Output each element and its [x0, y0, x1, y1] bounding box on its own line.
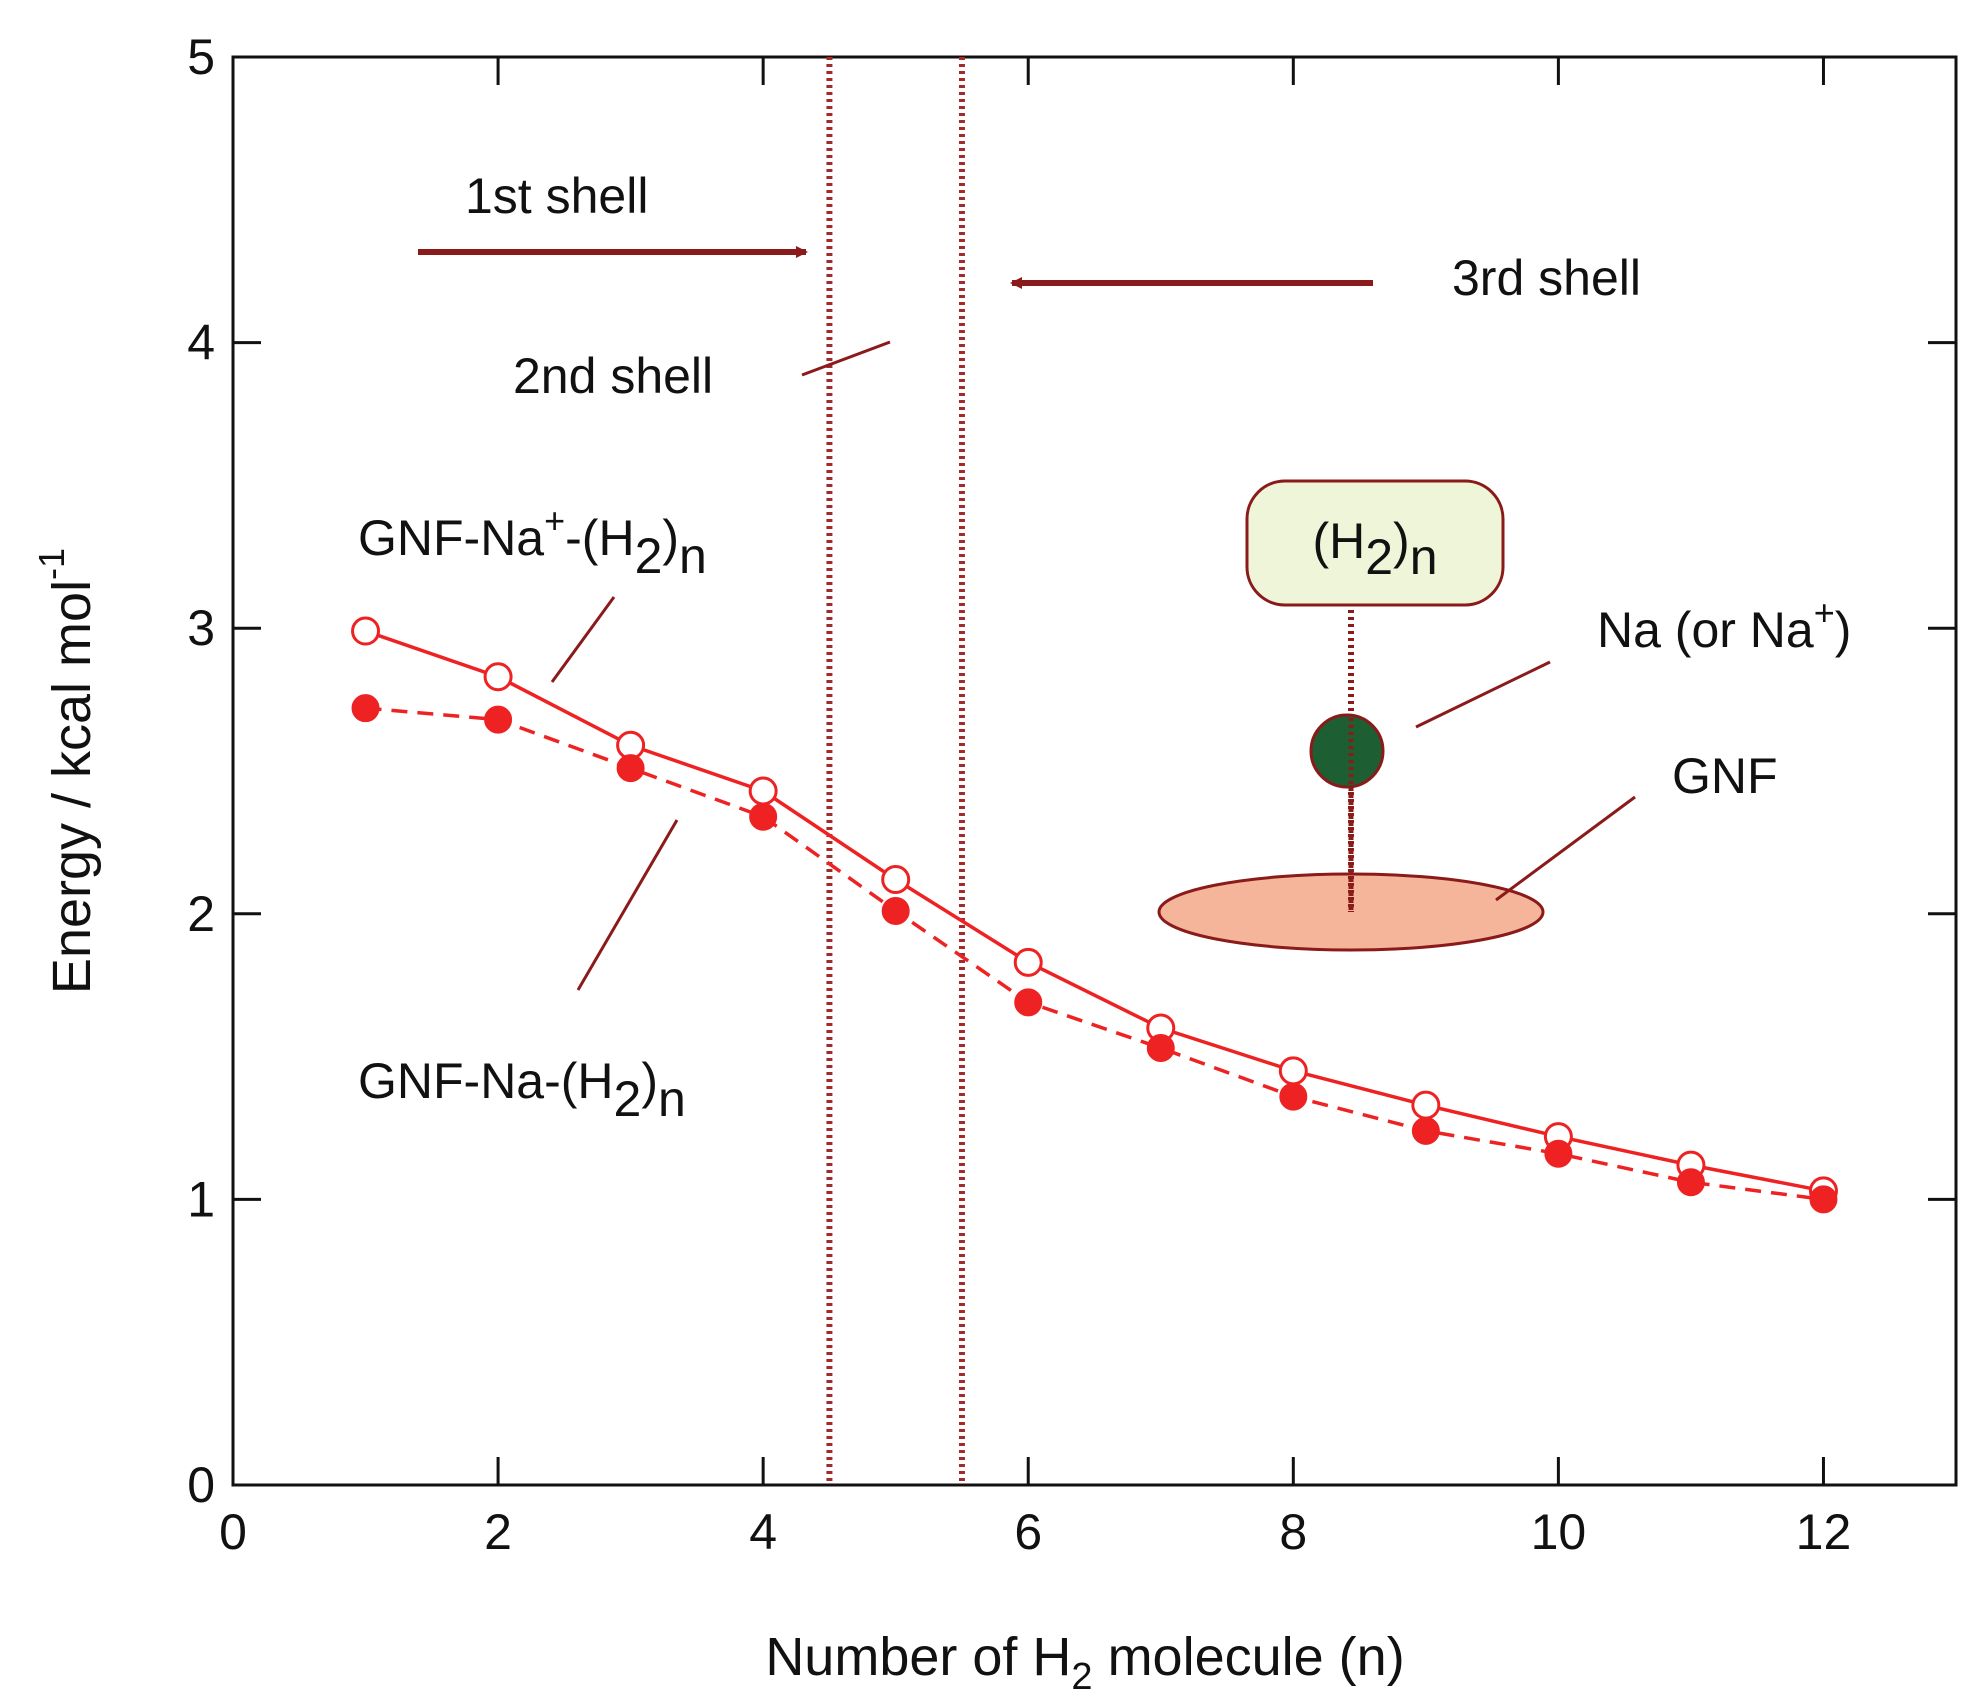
series-line-cation — [364, 629, 1824, 1193]
gnf-label: GNF — [1672, 748, 1778, 804]
second-shell-label: 2nd shell — [513, 348, 713, 404]
plot-frame — [231, 55, 1958, 1487]
y-tick-label: 3 — [187, 600, 215, 656]
y-tick-label: 5 — [187, 29, 215, 85]
series-line-neutral — [365, 706, 1824, 1202]
x-tick-label: 8 — [1279, 1504, 1307, 1560]
data-point-neutral — [749, 802, 778, 831]
data-point-neutral — [351, 694, 380, 723]
y-tick-label: 0 — [187, 1457, 215, 1513]
y-axis-title-sup: -1 — [31, 548, 72, 580]
data-point-cation — [748, 776, 778, 806]
x-tick-label: 4 — [749, 1504, 777, 1560]
h2-cluster-box — [1245, 479, 1505, 607]
x-axis-title: Number of H2 molecule (n) — [765, 1627, 1404, 1698]
data-point-neutral — [881, 896, 910, 925]
second-shell-leader — [801, 340, 891, 377]
data-point-neutral — [1279, 1082, 1308, 1111]
data-point-neutral — [1014, 988, 1043, 1017]
data-point-cation — [881, 865, 911, 895]
x-tick-label: 12 — [1796, 1504, 1852, 1560]
x-axis-title-main: Number of H — [765, 1627, 1071, 1687]
data-point-cation — [483, 662, 513, 692]
neutral-leader — [576, 819, 679, 991]
cation-leader — [550, 596, 616, 683]
data-point-neutral — [1544, 1139, 1573, 1168]
y-axis-title-main: Energy / kcal mol — [42, 580, 102, 994]
x-tick-label: 0 — [219, 1504, 247, 1560]
x-axis-ticks: 0 2 4 6 8 10 12 — [219, 57, 1851, 1560]
x-tick-label: 2 — [484, 1504, 512, 1560]
data-point-cation — [1013, 947, 1043, 977]
data-point-cation — [1411, 1090, 1441, 1120]
x-tick-label: 10 — [1531, 1504, 1587, 1560]
h2-cluster-label: (H2)n — [1312, 513, 1437, 585]
data-point-cation — [351, 616, 381, 646]
data-point-neutral — [616, 754, 645, 783]
x-tick-label: 6 — [1014, 1504, 1042, 1560]
data-point-neutral — [1676, 1168, 1705, 1197]
y-tick-label: 2 — [187, 886, 215, 942]
x-axis-title-tail: molecule (n) — [1093, 1627, 1405, 1687]
series-label-cation: GNF-Na+-(H2)n — [358, 500, 707, 584]
third-shell-label: 3rd shell — [1452, 250, 1641, 306]
data-point-cation — [1278, 1056, 1308, 1086]
sodium-atom — [1309, 713, 1385, 789]
series-label-neutral: GNF-Na-(H2)n — [358, 1053, 686, 1127]
y-tick-label: 4 — [187, 315, 215, 371]
shell-boundaries — [826, 57, 965, 1485]
first-shell-label: 1st shell — [465, 168, 648, 224]
data-point-neutral — [1809, 1185, 1838, 1214]
sodium-label: Na (or Na+) — [1597, 592, 1851, 658]
data-point-neutral — [1146, 1034, 1175, 1063]
y-tick-label: 1 — [187, 1171, 215, 1227]
x-axis-title-sub: 2 — [1071, 1656, 1092, 1698]
y-axis-ticks: 0 1 2 3 4 5 — [187, 29, 1956, 1513]
data-point-neutral — [484, 705, 513, 734]
sodium-leader — [1415, 660, 1551, 729]
series-layer — [351, 616, 1838, 1214]
inset-schematic: (H2)n Na (or Na+) GNF — [1157, 479, 1851, 952]
gnf-leader — [1495, 795, 1636, 902]
y-axis-title: Energy / kcal mol-1 — [31, 548, 102, 994]
data-point-neutral — [1411, 1116, 1440, 1145]
